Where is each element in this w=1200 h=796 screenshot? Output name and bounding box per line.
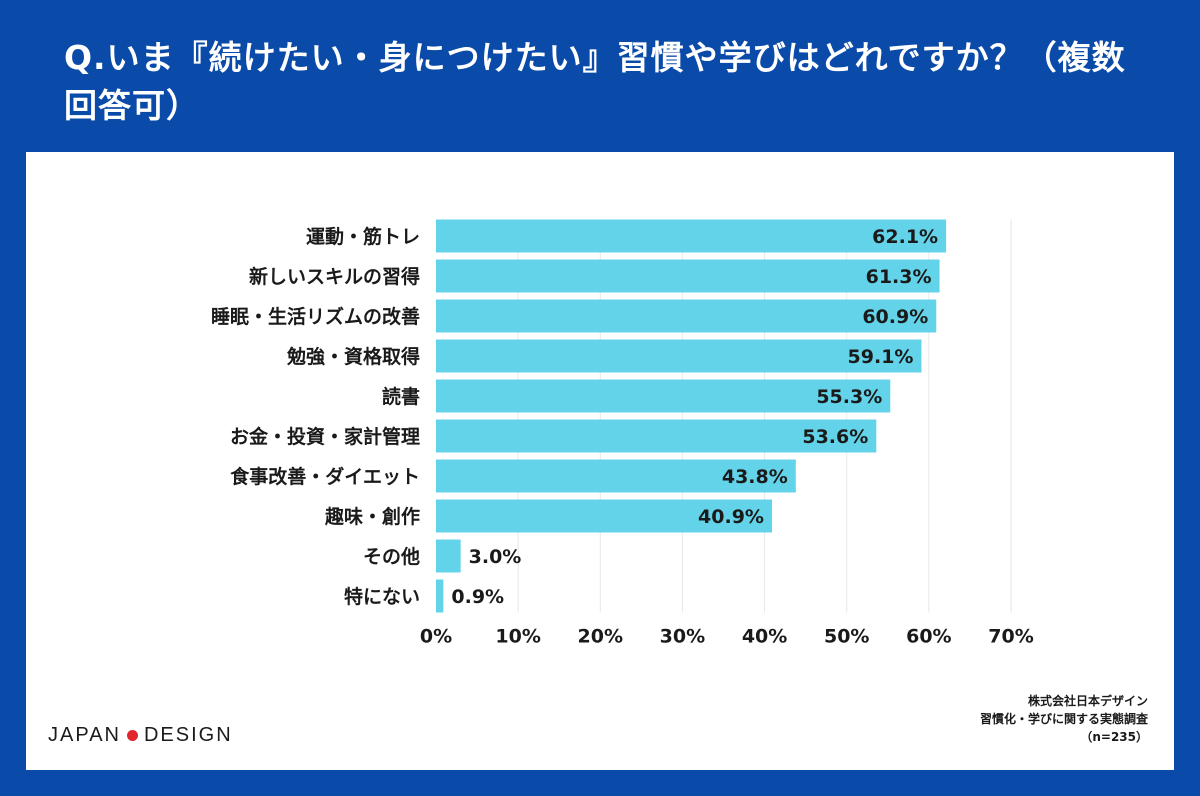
category-label: 新しいスキルの習得: [249, 265, 420, 288]
bar: [436, 379, 891, 413]
bar: [436, 419, 877, 453]
logo-text-right: DESIGN: [143, 724, 233, 746]
x-tick-label: 50%: [824, 626, 869, 648]
category-label: 読書: [382, 385, 420, 408]
value-label: 55.3%: [816, 386, 882, 408]
value-label: 62.1%: [872, 226, 938, 248]
category-label: お金・投資・家計管理: [230, 425, 420, 448]
x-tick-label: 60%: [906, 626, 951, 648]
bar: [436, 219, 947, 253]
source-note: 株式会社日本デザイン 習慣化・学びに関する実態調査 （n=235）: [980, 692, 1148, 746]
x-tick-label: 70%: [988, 626, 1033, 648]
category-label: 勉強・資格取得: [286, 345, 420, 368]
x-tick-label: 30%: [660, 626, 705, 648]
logo-text-left: JAPAN: [48, 724, 121, 746]
x-tick-label: 0%: [420, 626, 452, 648]
logo-dot-icon: [126, 730, 138, 741]
value-label: 59.1%: [848, 346, 914, 368]
chart-title: Q.いま『続けたい・身につけたい』習慣や学びはどれですか？（複数回答可）: [64, 38, 1126, 125]
value-label: 61.3%: [866, 266, 932, 288]
bar: [436, 459, 796, 493]
category-label: 特にない: [344, 586, 420, 608]
bar-chart: 0% 10% 20% 30% 40% 50% 60% 70% 運動・筋トレ 62.1% 新しいスキル…: [211, 219, 1034, 648]
source-survey: 習慣化・学びに関する実態調査: [979, 712, 1148, 726]
bar: [436, 259, 940, 293]
bar: [436, 299, 937, 333]
value-label: 53.6%: [802, 426, 868, 448]
bar: [436, 539, 461, 573]
value-label: 40.9%: [698, 506, 764, 528]
value-label: 3.0%: [469, 546, 522, 568]
source-sample-size: （n=235）: [1080, 730, 1148, 744]
category-label: 食事改善・ダイエット: [230, 465, 420, 488]
x-tick-label: 10%: [495, 626, 540, 648]
source-company: 株式会社日本デザイン: [1027, 694, 1148, 708]
value-label: 0.9%: [451, 586, 504, 608]
category-label: 運動・筋トレ: [306, 225, 420, 248]
value-label: 60.9%: [862, 306, 928, 328]
category-label: 睡眠・生活リズムの改善: [211, 305, 420, 328]
x-tick-label: 20%: [578, 626, 623, 648]
japan-design-logo: JAPAN DESIGN: [48, 724, 233, 747]
chart-panel: 0% 10% 20% 30% 40% 50% 60% 70% 運動・筋トレ 62.1% 新しいスキル…: [26, 152, 1174, 770]
x-tick-label: 40%: [742, 626, 787, 648]
value-label: 43.8%: [722, 466, 788, 488]
bar: [436, 579, 444, 613]
category-label: 趣味・創作: [324, 505, 420, 528]
bar: [436, 499, 772, 533]
category-label: その他: [363, 545, 420, 568]
bar: [436, 339, 922, 373]
